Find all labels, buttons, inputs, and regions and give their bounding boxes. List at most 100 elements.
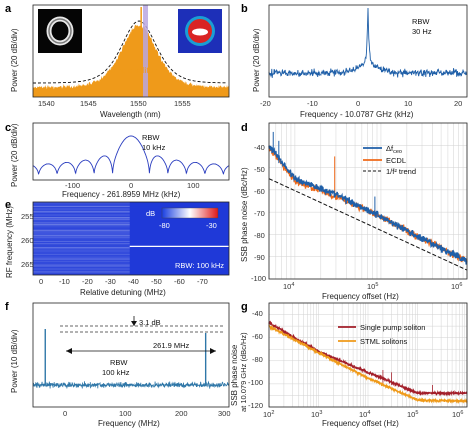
panel-b-label: b (241, 3, 248, 15)
panel-g-xtick: 102 (263, 410, 274, 419)
panel-c-annotation: RBW (142, 133, 160, 142)
panel-b-ylabel: Power (20 dB/div) (252, 28, 261, 92)
panel-e-ylabel: RF frequency (MHz) (5, 206, 14, 278)
panel-f-label: f (5, 301, 9, 313)
panel-d-plot (268, 123, 468, 280)
panel-e-xtick: -70 (197, 277, 208, 286)
panel-g-xlabel: Frequency offset (Hz) (322, 419, 399, 428)
panel-a-ylabel: Power (20 dB/div) (10, 28, 19, 92)
panel-d-ytick: -60 (254, 187, 265, 196)
panel-d-legend-label: Δfceo (386, 144, 402, 155)
stml-series (268, 324, 468, 405)
panel-a-inset-left (38, 9, 82, 53)
panel-b-xtick: 0 (356, 99, 360, 108)
panel-a-annotation: Single soliton (110, 66, 158, 75)
trend-line (268, 178, 468, 271)
panel-g-ytick: -120 (248, 401, 263, 410)
panel-e-xtick: -10 (59, 277, 70, 286)
panel-e-xtick: -20 (82, 277, 93, 286)
panel-g-ytick: -40 (252, 309, 263, 318)
rf-noise-floor (32, 380, 230, 389)
panel-f-ylabel: Power (10 dB/div) (10, 329, 19, 393)
panel-a-xtick: 1555 (174, 99, 191, 108)
panel-g-ytick: -60 (252, 332, 263, 341)
panel-e-ytick: 255 (21, 212, 34, 221)
panel-a-xtick: 1550 (130, 99, 147, 108)
panel-c-xtick: 100 (187, 181, 200, 190)
rf-peak-trace (32, 135, 230, 175)
panel-g-label: g (241, 301, 248, 313)
panel-g-legend-label: Single pump soliton (360, 323, 425, 332)
dfceo-series (268, 145, 468, 265)
panel-g-axes (268, 302, 468, 408)
panel-a-inset-right (178, 9, 222, 53)
panel-g-ylabel: SSB phase noise (230, 344, 239, 406)
panel-e-label: e (5, 199, 11, 211)
panel-d-ytick: -80 (254, 231, 265, 240)
panel-d-label: d (241, 122, 248, 134)
panel-d-xtick: 106 (451, 282, 462, 291)
panel-f-xtick: 0 (63, 409, 67, 418)
panel-c-xtick: -100 (65, 181, 80, 190)
panel-f-xtick: 200 (175, 409, 188, 418)
panel-f-annotations (60, 316, 224, 354)
panel-d-legend-label: 1/f² trend (386, 167, 416, 176)
panel-f-xtick: 100 (119, 409, 132, 418)
panel-g-ylabel: at 10.079 GHz (dBc/Hz) (239, 332, 248, 412)
panel-g-ytick: -80 (252, 355, 263, 364)
panel-d-xtick: 105 (367, 282, 378, 291)
sech2-fit-line (33, 20, 228, 84)
pump-filter-band (143, 5, 149, 97)
panel-d-ytick: -70 (254, 209, 265, 218)
panel-b-annotation: RBW (412, 17, 430, 26)
panel-a-xtick: 1540 (38, 99, 55, 108)
panel-d-ylabel: SSB phase noise (dBc/Hz) (240, 167, 249, 262)
panel-e-xtick: -40 (128, 277, 139, 286)
panel-b-xtick: 20 (454, 99, 462, 108)
panel-b-axes (268, 4, 468, 98)
panel-e-xtick: -60 (174, 277, 185, 286)
panel-c-annotation: 10 kHz (142, 143, 166, 152)
panel-b-xtick: -20 (260, 99, 271, 108)
panel-c-plot (32, 135, 230, 175)
beatnote-trace (268, 7, 468, 78)
panel-d-xtick: 104 (283, 282, 294, 291)
panel-g-xtick: 106 (452, 410, 463, 419)
panel-a-xlabel: Wavelength (nm) (100, 110, 161, 119)
panel-g-legend-label: STML solitons (360, 337, 407, 346)
panel-d-axes (268, 122, 468, 280)
panel-g-xtick: 103 (311, 410, 322, 419)
panel-f-xtick: 300 (218, 409, 231, 418)
panel-b-xtick: -10 (307, 99, 318, 108)
panel-a-xtick: 1545 (80, 99, 97, 108)
panel-d-legend: Δfceo ECDL 1/f² trend (363, 144, 416, 176)
panel-f-xlabel: Frequency (MHz) (98, 419, 160, 428)
panel-e-colorbar-min: -80 (159, 221, 170, 230)
panel-f-annotation: 100 kHz (102, 368, 130, 377)
panel-b-xlabel: Frequency - 10.0787 GHz (kHz) (300, 110, 414, 119)
panel-f-annotation: 3.1 dB (139, 318, 161, 327)
panel-e-ytick: 265 (21, 260, 34, 269)
panel-b-annotation: 30 Hz (412, 27, 432, 36)
panel-e-colorbar (161, 207, 219, 219)
panel-e-ytick: 260 (21, 236, 34, 245)
panel-d-ytick: -40 (254, 143, 265, 152)
panel-e-colorbar-label: dB (146, 209, 155, 218)
spectrum-envelope-fill (33, 24, 229, 97)
panel-e-xtick: 0 (39, 277, 43, 286)
panel-f-plot (32, 329, 230, 389)
panel-c-xlabel: Frequency - 261.8959 MHz (kHz) (62, 190, 181, 199)
panel-a-label: a (5, 3, 12, 15)
panel-f-annotation: RBW (110, 358, 128, 367)
panel-e-annotation: RBW: 100 kHz (175, 261, 224, 270)
panel-g-legend: Single pump soliton STML solitons (338, 323, 425, 346)
panel-d-legend-label: ECDL (386, 156, 406, 165)
panel-e-xtick: -30 (105, 277, 116, 286)
panel-e-xlabel: Relative detuning (MHz) (80, 288, 166, 297)
panel-e-axes (32, 201, 230, 276)
panel-e-colorbar-max: -30 (206, 221, 217, 230)
panel-b-plot (268, 7, 468, 78)
panel-f-axes (32, 302, 230, 408)
panel-g-xtick: 104 (359, 410, 370, 419)
